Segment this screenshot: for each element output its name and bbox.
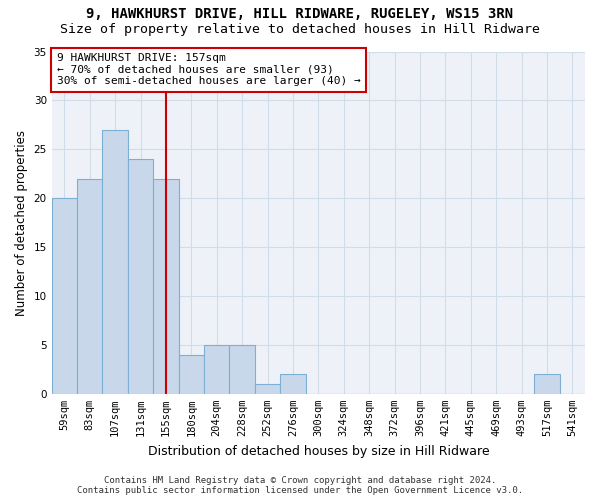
Text: 9, HAWKHURST DRIVE, HILL RIDWARE, RUGELEY, WS15 3RN: 9, HAWKHURST DRIVE, HILL RIDWARE, RUGELE… [86, 8, 514, 22]
X-axis label: Distribution of detached houses by size in Hill Ridware: Distribution of detached houses by size … [148, 444, 489, 458]
Y-axis label: Number of detached properties: Number of detached properties [15, 130, 28, 316]
Text: Size of property relative to detached houses in Hill Ridware: Size of property relative to detached ho… [60, 22, 540, 36]
Bar [534, 374, 560, 394]
Bar [204, 345, 229, 394]
Bar [128, 159, 153, 394]
Bar [52, 198, 77, 394]
Bar [280, 374, 305, 394]
Bar [103, 130, 128, 394]
Bar [255, 384, 280, 394]
Bar [77, 178, 103, 394]
Bar [179, 354, 204, 394]
Text: 9 HAWKHURST DRIVE: 157sqm
← 70% of detached houses are smaller (93)
30% of semi-: 9 HAWKHURST DRIVE: 157sqm ← 70% of detac… [57, 53, 361, 86]
Bar [153, 178, 179, 394]
Bar [229, 345, 255, 394]
Text: Contains HM Land Registry data © Crown copyright and database right 2024.
Contai: Contains HM Land Registry data © Crown c… [77, 476, 523, 495]
